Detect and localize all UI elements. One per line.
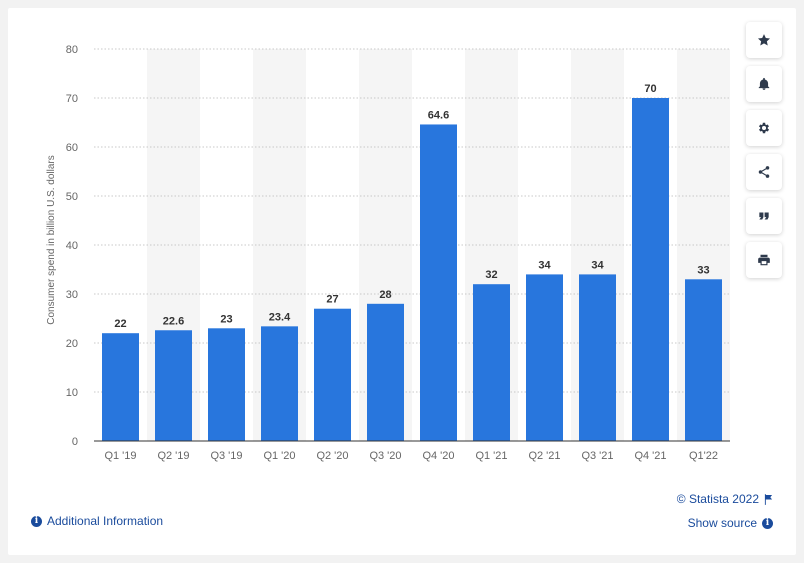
- x-tick-label: Q1 '19: [104, 450, 136, 462]
- settings-button[interactable]: [746, 110, 782, 146]
- bar-value-label: 23.4: [269, 311, 291, 323]
- bar[interactable]: [526, 274, 563, 441]
- quote-icon: [759, 212, 769, 220]
- y-tick-labels: 0 10 20 30 40 50 60 70 80: [66, 44, 78, 448]
- statista-copyright-link[interactable]: © Statista 2022: [677, 492, 773, 506]
- favorite-button[interactable]: [746, 22, 782, 58]
- x-tick-label: Q4 '20: [422, 450, 454, 462]
- y-tick-label: 70: [66, 93, 78, 105]
- x-tick-label: Q1 '21: [475, 450, 507, 462]
- x-tick-label: Q2 '19: [157, 450, 189, 462]
- bar[interactable]: [208, 328, 245, 441]
- cite-button[interactable]: [746, 198, 782, 234]
- bar[interactable]: [579, 274, 616, 441]
- bar-value-label: 34: [538, 259, 551, 271]
- bar[interactable]: [155, 330, 192, 441]
- bar-value-label: 64.6: [428, 109, 449, 121]
- bar-value-label: 33: [697, 264, 709, 276]
- x-tick-label: Q4 '21: [634, 450, 666, 462]
- bars: [102, 98, 722, 442]
- x-tick-label: Q1 '20: [263, 450, 295, 462]
- x-tick-label: Q1'22: [689, 450, 718, 462]
- bar[interactable]: [685, 279, 722, 441]
- y-tick-label: 60: [66, 142, 78, 154]
- gear-icon: [758, 122, 770, 134]
- bell-icon: [758, 77, 770, 90]
- share-icon: [758, 166, 770, 178]
- bar[interactable]: [102, 333, 139, 441]
- bar-value-label: 34: [591, 259, 604, 271]
- y-tick-label: 20: [66, 338, 78, 350]
- y-axis-title: Consumer spend in billion U.S. dollars: [46, 155, 57, 325]
- info-icon: i: [31, 515, 42, 527]
- bar-value-label: 28: [379, 289, 391, 301]
- x-tick-label: Q3 '21: [581, 450, 613, 462]
- bar[interactable]: [420, 124, 457, 442]
- additional-information-link[interactable]: i Additional Information: [31, 514, 163, 528]
- y-tick-label: 10: [66, 387, 78, 399]
- x-tick-label: Q2 '21: [528, 450, 560, 462]
- x-tick-labels: Q1 '19 Q2 '19 Q3 '19 Q1 '20 Q2 '20 Q3 '20 Q4 '…: [104, 450, 718, 462]
- bar-value-label: 22: [114, 318, 126, 330]
- y-tick-label: 40: [66, 240, 78, 252]
- bar-value-label: 23: [220, 313, 232, 325]
- show-source-link[interactable]: Show source i: [688, 516, 773, 530]
- print-icon: [758, 254, 770, 266]
- info-icon: i: [762, 517, 773, 529]
- bar[interactable]: [261, 326, 298, 441]
- print-button[interactable]: [746, 242, 782, 278]
- x-tick-label: Q3 '20: [369, 450, 401, 462]
- bar[interactable]: [367, 303, 404, 441]
- y-tick-label: 50: [66, 191, 78, 203]
- y-tick-label: 0: [72, 436, 78, 448]
- bar[interactable]: [632, 98, 669, 441]
- bar[interactable]: [473, 284, 510, 441]
- bar-value-label: 22.6: [163, 315, 184, 327]
- bar[interactable]: [314, 308, 351, 441]
- x-tick-label: Q2 '20: [316, 450, 348, 462]
- bar-value-label: 32: [485, 269, 497, 281]
- x-tick-label: Q3 '19: [210, 450, 242, 462]
- show-source-label: Show source: [687, 516, 757, 530]
- y-tick-label: 80: [66, 44, 78, 56]
- bar-value-label: 27: [326, 294, 338, 306]
- additional-information-label: Additional Information: [47, 514, 164, 528]
- y-tick-label: 30: [66, 289, 78, 301]
- flag-icon: [764, 493, 773, 505]
- star-icon: [757, 34, 771, 46]
- notification-button[interactable]: [746, 66, 782, 102]
- share-button[interactable]: [746, 154, 782, 190]
- copyright-label: © Statista 2022: [676, 492, 759, 506]
- gridlines: [94, 48, 730, 393]
- value-labels: 22 22.6 23 23.4 27 28 64.6 32 34 34 70 33: [114, 83, 709, 330]
- bar-value-label: 70: [644, 83, 656, 95]
